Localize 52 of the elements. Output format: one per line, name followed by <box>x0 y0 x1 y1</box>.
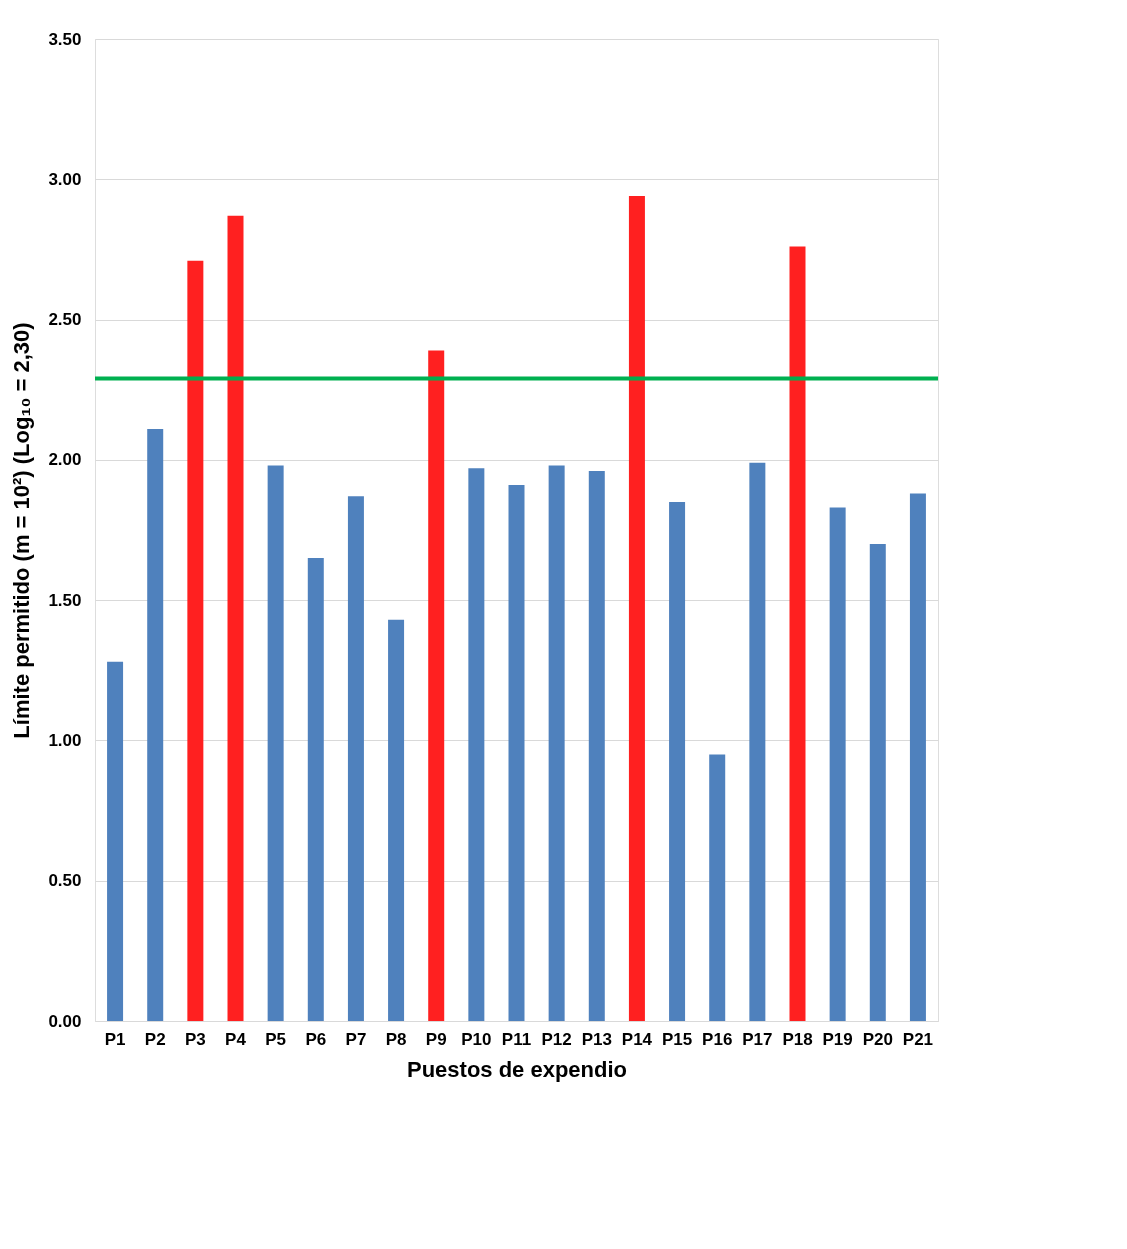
bar <box>588 471 605 1021</box>
bar <box>267 465 284 1021</box>
y-tick-label: 1.00 <box>48 730 82 750</box>
x-tick-label: P10 <box>461 1029 492 1049</box>
x-tick-label: P3 <box>184 1029 206 1049</box>
bar <box>829 507 846 1021</box>
y-tick-label: 1.50 <box>48 590 82 610</box>
x-tick-label: P7 <box>345 1029 367 1049</box>
x-tick-label: P8 <box>385 1029 407 1049</box>
bar <box>428 350 445 1021</box>
x-tick-label: P16 <box>702 1029 733 1049</box>
bar <box>909 493 926 1021</box>
x-tick-label: P17 <box>742 1029 773 1049</box>
x-tick-label: P19 <box>822 1029 853 1049</box>
x-tick-label: P1 <box>104 1029 126 1049</box>
bar <box>307 558 324 1021</box>
bar <box>147 428 164 1021</box>
bar <box>347 496 364 1021</box>
x-tick-label: P11 <box>501 1029 532 1049</box>
y-tick-label: 2.00 <box>48 450 82 470</box>
x-tick-label: P18 <box>782 1029 813 1049</box>
x-tick-label: P21 <box>902 1029 934 1049</box>
bar <box>187 260 204 1021</box>
bar <box>669 501 686 1021</box>
x-tick-label: P15 <box>661 1029 693 1049</box>
x-tick-label: P20 <box>862 1029 893 1049</box>
x-tick-label: P14 <box>621 1029 653 1049</box>
bar <box>508 485 525 1021</box>
y-axis-title: Límite permitido (m = 10²) (Log₁₀ = 2,30) <box>9 322 35 739</box>
x-tick-label: P9 <box>425 1029 447 1049</box>
x-tick-label: P6 <box>305 1029 327 1049</box>
bar <box>548 465 565 1021</box>
x-tick-label: P2 <box>144 1029 166 1049</box>
y-tick-label: 3.00 <box>48 169 82 189</box>
bar <box>388 619 405 1021</box>
y-tick-label: 2.50 <box>48 310 82 330</box>
bar <box>869 544 886 1021</box>
x-tick-label: P12 <box>541 1029 572 1049</box>
y-tick-label: 0.50 <box>48 871 82 891</box>
bar <box>227 215 244 1021</box>
bar <box>468 468 485 1021</box>
bar <box>107 661 124 1021</box>
x-axis-title: Puestos de expendio <box>406 1056 628 1082</box>
bar <box>628 196 645 1021</box>
bar <box>709 754 726 1021</box>
x-tick-label: P5 <box>265 1029 287 1049</box>
bar <box>789 246 806 1021</box>
y-tick-label: 3.50 <box>48 29 82 49</box>
x-tick-label: P13 <box>581 1029 612 1049</box>
y-tick-label: 0.00 <box>48 1011 82 1031</box>
bar <box>749 462 766 1021</box>
x-tick-label: P4 <box>225 1029 247 1049</box>
